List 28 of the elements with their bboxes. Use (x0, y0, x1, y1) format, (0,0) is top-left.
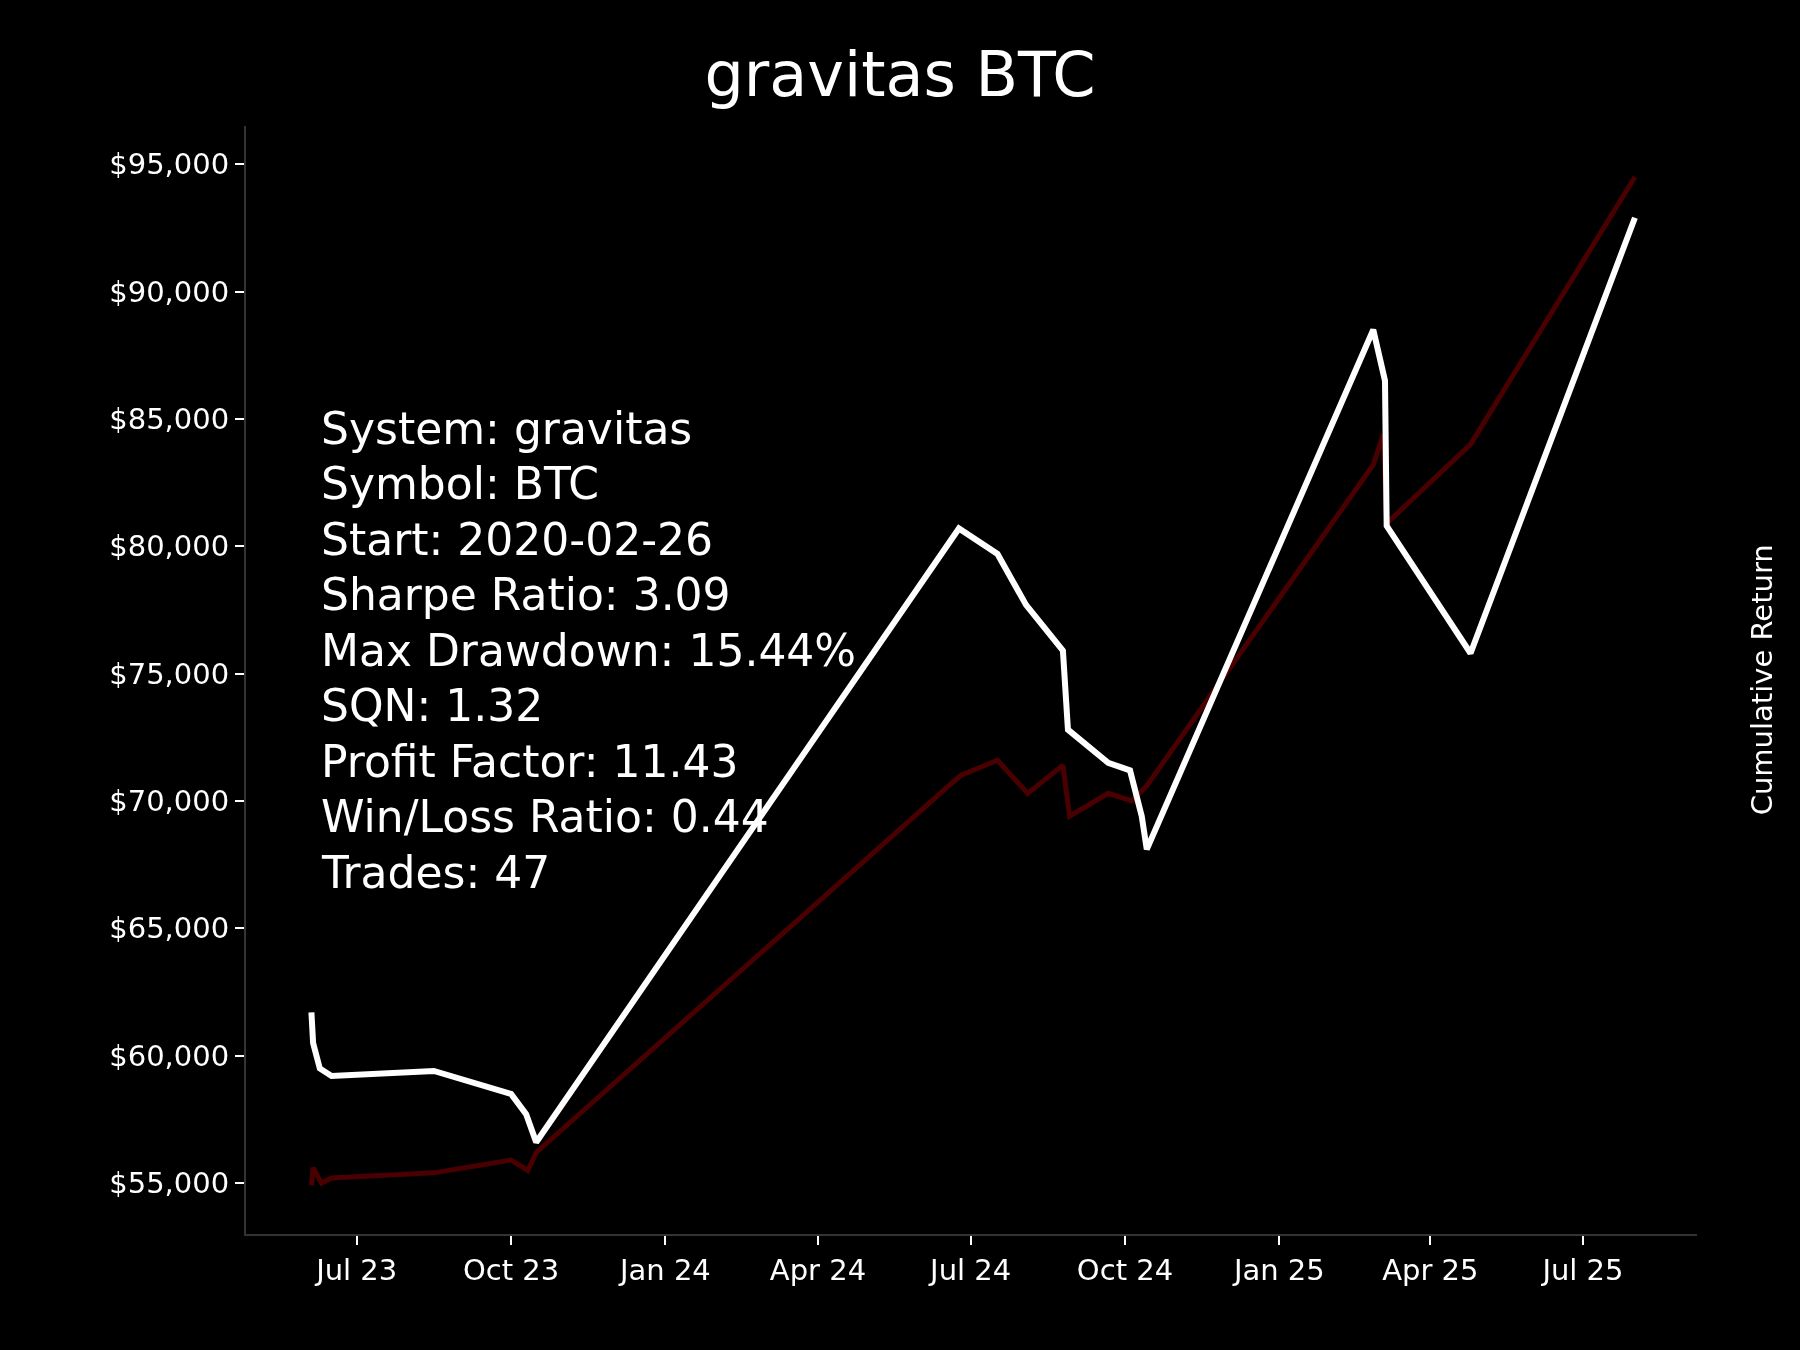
y-tick-label: $70,000 (109, 784, 230, 819)
x-tick-label: Jul 23 (314, 1252, 398, 1287)
x-tick-label: Jul 25 (1540, 1252, 1624, 1287)
y-tick-label: $85,000 (109, 402, 230, 437)
y-tick-label: $75,000 (109, 656, 230, 691)
y-tick-label: $95,000 (109, 147, 230, 182)
y-tick-label: $90,000 (109, 274, 230, 309)
chart-title: gravitas BTC (704, 37, 1096, 111)
annotation: Max Drawdown: 15.44% (321, 625, 857, 676)
annotation: Symbol: BTC (321, 458, 599, 509)
annotation: SQN: 1.32 (321, 680, 544, 731)
y2-axis-title: Cumulative Return (1745, 544, 1780, 816)
x-tick-label: Oct 23 (462, 1252, 560, 1287)
y-tick-label: $55,000 (109, 1166, 230, 1201)
y-tick-label: $60,000 (109, 1038, 230, 1073)
x-tick-label: Jan 24 (617, 1252, 711, 1287)
annotation: System: gravitas (321, 403, 693, 454)
x-tick-label: Apr 24 (769, 1252, 867, 1287)
x-tick-label: Apr 25 (1382, 1252, 1479, 1287)
annotation: Sharpe Ratio: 3.09 (321, 569, 731, 620)
annotation: Profit Factor: 11.43 (321, 736, 739, 787)
annotation: Trades: 47 (321, 847, 551, 898)
y-tick-label: $80,000 (109, 529, 230, 564)
y-tick-label: $65,000 (109, 911, 230, 946)
x-tick-label: Oct 24 (1076, 1252, 1174, 1287)
annotation: Start: 2020-02-26 (321, 514, 714, 565)
x-tick-label: Jan 25 (1231, 1252, 1325, 1287)
x-tick-label: Jul 24 (928, 1252, 1012, 1287)
